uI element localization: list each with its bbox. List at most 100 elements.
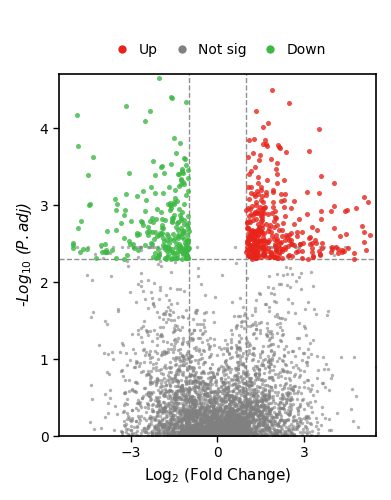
Point — [241, 426, 248, 434]
Point — [298, 285, 304, 293]
Point — [211, 394, 217, 402]
Point — [204, 428, 211, 436]
Point — [223, 383, 229, 391]
Point — [245, 370, 251, 378]
Point — [202, 414, 208, 422]
Point — [256, 150, 263, 158]
Point — [225, 374, 231, 382]
Point — [204, 431, 210, 439]
Point — [207, 398, 213, 406]
Point — [240, 402, 246, 410]
Point — [294, 404, 300, 411]
Point — [265, 363, 272, 371]
Point — [213, 422, 219, 430]
Point — [148, 414, 154, 422]
Point — [240, 400, 247, 407]
Point — [157, 416, 163, 424]
Point — [250, 421, 256, 429]
Point — [142, 390, 149, 398]
Point — [309, 408, 315, 416]
Point — [237, 427, 243, 435]
Point — [242, 379, 248, 387]
Point — [303, 416, 310, 424]
Point — [317, 215, 324, 223]
Point — [204, 392, 210, 400]
Point — [326, 386, 332, 394]
Point — [221, 425, 228, 433]
Point — [209, 418, 215, 426]
Point — [260, 342, 266, 350]
Point — [212, 407, 219, 415]
Point — [231, 394, 237, 402]
Point — [215, 420, 221, 428]
Point — [160, 189, 166, 197]
Point — [188, 430, 195, 438]
Point — [218, 416, 224, 424]
Point — [228, 430, 234, 438]
Point — [242, 392, 248, 400]
Point — [181, 421, 187, 429]
Point — [204, 424, 210, 432]
Point — [137, 416, 143, 424]
Point — [155, 422, 161, 430]
Point — [194, 408, 200, 416]
Point — [217, 431, 224, 439]
Point — [229, 418, 235, 426]
Point — [138, 217, 144, 225]
Point — [250, 330, 256, 338]
Point — [179, 386, 186, 394]
Point — [222, 427, 229, 435]
Point — [136, 398, 142, 406]
Point — [175, 248, 181, 256]
Point — [223, 426, 230, 434]
Point — [200, 412, 206, 420]
Point — [252, 408, 258, 416]
Point — [192, 388, 198, 396]
Point — [204, 415, 211, 423]
Point — [283, 262, 289, 270]
Point — [244, 395, 250, 403]
Point — [218, 428, 224, 436]
Point — [255, 356, 261, 364]
Point — [223, 423, 229, 431]
Point — [252, 428, 258, 436]
Point — [215, 416, 221, 424]
Point — [195, 356, 201, 364]
Point — [183, 428, 189, 436]
Point — [205, 340, 212, 348]
Point — [248, 429, 254, 437]
Point — [271, 430, 277, 438]
Point — [177, 411, 183, 419]
Point — [235, 400, 241, 408]
Point — [282, 380, 288, 388]
Point — [189, 396, 196, 404]
Point — [169, 378, 175, 386]
Point — [245, 409, 251, 417]
Point — [216, 427, 222, 435]
Point — [115, 307, 121, 315]
Point — [194, 402, 200, 409]
Point — [218, 394, 224, 402]
Point — [322, 414, 328, 422]
Point — [287, 407, 293, 415]
Point — [231, 423, 238, 431]
Point — [197, 417, 203, 425]
Point — [177, 242, 183, 250]
Point — [205, 430, 211, 438]
Point — [224, 428, 230, 436]
Point — [198, 402, 204, 410]
Point — [196, 347, 202, 355]
Point — [204, 425, 210, 433]
Point — [280, 176, 287, 184]
Point — [171, 428, 177, 436]
Point — [221, 426, 227, 434]
Point — [323, 360, 329, 368]
Point — [158, 162, 164, 170]
Point — [87, 200, 93, 207]
Point — [233, 423, 240, 431]
Point — [288, 396, 294, 404]
Point — [210, 412, 216, 420]
Point — [159, 162, 165, 170]
Point — [235, 430, 242, 438]
Point — [211, 395, 217, 403]
